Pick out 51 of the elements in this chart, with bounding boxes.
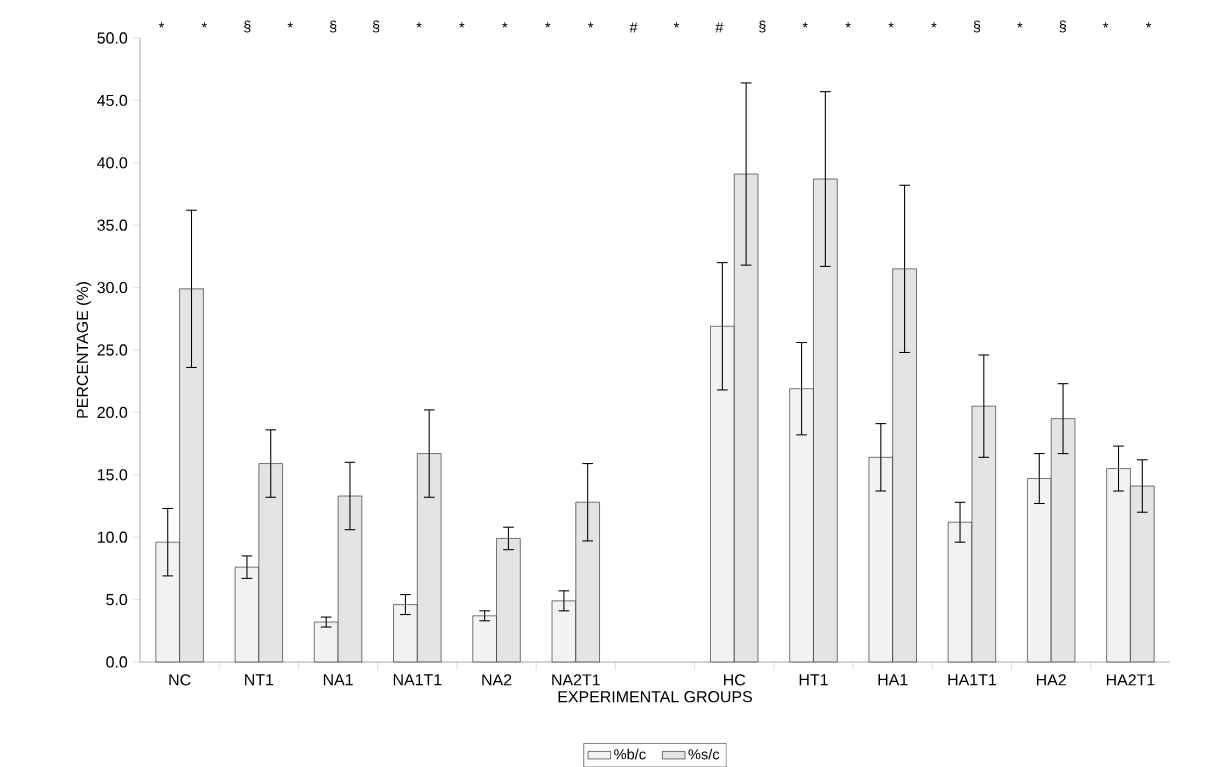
text: *: [545, 22, 551, 28]
text: *: [1017, 22, 1023, 28]
text: §: [759, 20, 766, 33]
text: *: [459, 22, 465, 28]
text: *: [845, 22, 851, 28]
x-tick-label: NC: [169, 674, 191, 686]
x-tick-label: NA2: [482, 674, 512, 686]
y-tick-label: 15.0: [97, 469, 128, 481]
y-tick-label: 40.0: [97, 157, 128, 169]
text: *: [158, 22, 165, 28]
x-tick-label: NA1T1: [393, 674, 442, 686]
x-tick-label: HA1: [878, 674, 908, 686]
text: *: [888, 22, 894, 28]
y-tick-label: 5.0: [106, 593, 128, 606]
legend-label: %b/c: [614, 748, 646, 760]
text: #: [715, 22, 724, 33]
x-tick-label: HC: [724, 674, 746, 686]
text: §: [329, 20, 337, 33]
x-tick-label: NA2T1: [552, 674, 600, 686]
x-tick-label: NT1: [245, 674, 274, 686]
y-tick-label: 45.0: [97, 94, 128, 106]
text: *: [201, 22, 207, 28]
x-tick-label: HT1: [799, 674, 828, 686]
text: §: [973, 20, 981, 33]
text: §: [1059, 20, 1066, 33]
text: *: [1145, 22, 1152, 28]
text: *: [931, 22, 937, 28]
x-tick-label: HA1T1: [948, 674, 996, 686]
y-axis-title: PERCENTAGE (%): [76, 281, 92, 418]
y-tick-label: 35.0: [97, 219, 128, 231]
text: §: [372, 20, 380, 33]
y-tick-label: 10.0: [97, 531, 128, 543]
text: *: [502, 22, 508, 28]
x-tick-label: HA2: [1036, 674, 1066, 686]
text: *: [1103, 22, 1109, 28]
text: *: [287, 22, 293, 28]
x-tick-label: NA1: [323, 674, 353, 686]
y-tick-label: 0.0: [106, 656, 128, 668]
y-tick-label: 50.0: [97, 32, 128, 44]
text: *: [416, 22, 422, 28]
y-tick-label: 25.0: [97, 344, 128, 356]
text: §: [244, 20, 251, 33]
x-axis-title: EXPERIMENTAL GROUPS: [558, 690, 752, 703]
legend-label: %s/c: [688, 748, 720, 760]
y-tick-label: 20.0: [97, 406, 128, 418]
text: #: [629, 22, 638, 33]
text: *: [588, 22, 594, 28]
text: *: [802, 22, 808, 28]
text: *: [673, 22, 680, 28]
y-tick-label: 30.0: [97, 281, 128, 294]
x-tick-label: HA2T1: [1106, 674, 1155, 686]
